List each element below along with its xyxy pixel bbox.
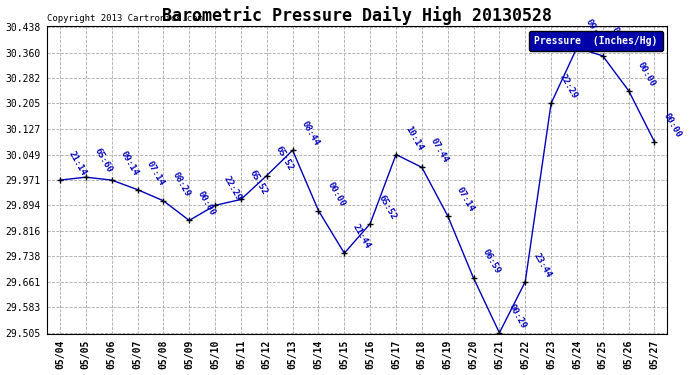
Text: 65:52: 65:52 bbox=[248, 169, 269, 196]
Text: 07:14: 07:14 bbox=[144, 159, 166, 187]
Text: 09:14: 09:14 bbox=[584, 17, 605, 45]
Text: 08:29: 08:29 bbox=[170, 170, 192, 198]
Legend: Pressure  (Inches/Hg): Pressure (Inches/Hg) bbox=[529, 31, 662, 51]
Text: 22:29: 22:29 bbox=[558, 73, 580, 100]
Text: 22:29: 22:29 bbox=[222, 175, 244, 202]
Text: 65:52: 65:52 bbox=[274, 145, 295, 173]
Text: 21:14: 21:14 bbox=[67, 150, 88, 177]
Text: 21:44: 21:44 bbox=[351, 223, 373, 251]
Text: 00:00: 00:00 bbox=[635, 60, 657, 88]
Text: 09:14: 09:14 bbox=[119, 150, 140, 177]
Text: 65:52: 65:52 bbox=[377, 193, 398, 221]
Text: 07:14: 07:14 bbox=[455, 185, 476, 213]
Text: 09:14: 09:14 bbox=[610, 26, 631, 53]
Text: 06:59: 06:59 bbox=[480, 248, 502, 275]
Text: 00:00: 00:00 bbox=[662, 111, 682, 139]
Text: 10:14: 10:14 bbox=[403, 124, 424, 152]
Text: 07:44: 07:44 bbox=[428, 137, 450, 165]
Text: Copyright 2013 Cartronics.com: Copyright 2013 Cartronics.com bbox=[47, 14, 203, 23]
Text: 00:00: 00:00 bbox=[196, 190, 217, 217]
Title: Barometric Pressure Daily High 20130528: Barometric Pressure Daily High 20130528 bbox=[162, 6, 552, 24]
Text: 08:44: 08:44 bbox=[299, 120, 321, 147]
Text: 00:29: 00:29 bbox=[506, 302, 528, 330]
Text: 23:44: 23:44 bbox=[532, 251, 553, 279]
Text: 65:60: 65:60 bbox=[92, 147, 114, 174]
Text: 00:00: 00:00 bbox=[326, 180, 346, 208]
